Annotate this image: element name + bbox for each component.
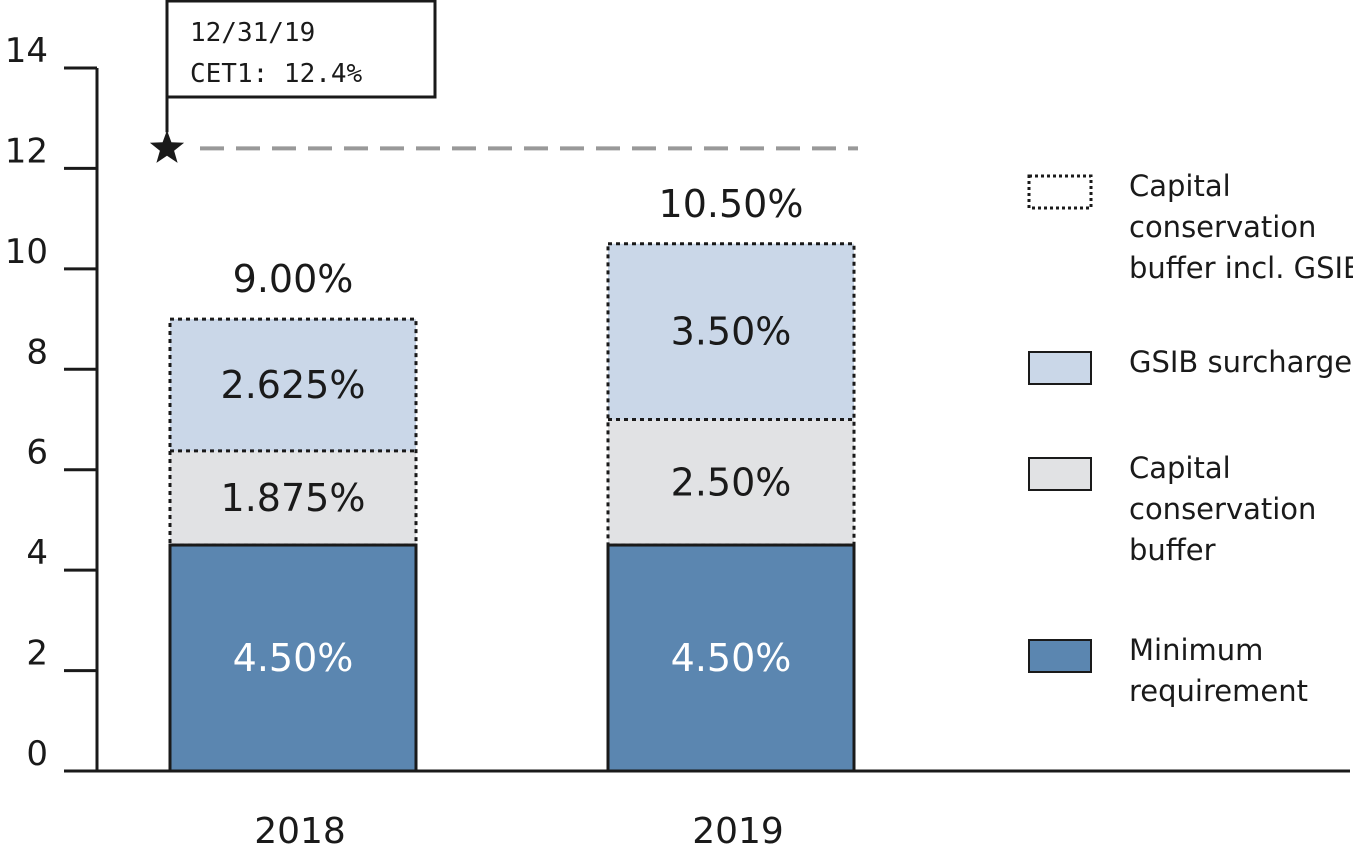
y-tick-label: 6 <box>26 433 48 473</box>
legend-label: GSIB surcharge <box>1129 345 1352 379</box>
bar-segment <box>170 319 416 451</box>
bar-segment <box>608 419 854 546</box>
bar-segment <box>608 545 854 771</box>
segment-value-label: 4.50% <box>671 636 792 680</box>
y-tick-label: 0 <box>26 734 48 774</box>
segment-value-label: 1.875% <box>221 476 366 520</box>
segment-value-label: 3.50% <box>671 310 792 354</box>
legend-label: Capital <box>1129 169 1231 203</box>
cet1-star-icon <box>149 130 185 163</box>
legend-label: buffer incl. GSIB <box>1129 251 1353 285</box>
legend-label: Capital <box>1129 451 1231 485</box>
legend-swatch <box>1028 639 1092 673</box>
y-tick-label: 12 <box>5 131 48 171</box>
callout-text: 12/31/19 <box>190 18 315 48</box>
segment-value-label: 4.50% <box>233 636 354 680</box>
y-tick-label: 14 <box>5 31 48 71</box>
axes-layer: 0 2 4 6 8 10 12 14 <box>5 31 1350 774</box>
segment-value-label: 2.625% <box>221 363 366 407</box>
legend-label: Minimum <box>1129 633 1263 667</box>
legend-label: requirement <box>1129 674 1308 708</box>
legend: Capital conservation buffer incl. GSIB GSIB… <box>1027 169 1353 708</box>
bar-segment <box>608 243 854 420</box>
y-tick-label: 2 <box>26 634 48 674</box>
legend-swatch <box>1027 174 1093 210</box>
legend-label: buffer <box>1129 533 1216 567</box>
bar-segment <box>170 545 416 771</box>
labels-layer: 4.50% 1.875% 2.625% 9.00% 2018 4.50% 2.50% 3.50… <box>221 182 804 852</box>
bar-segment <box>170 450 416 546</box>
legend-swatch <box>1028 457 1092 491</box>
segment-value-label: 2.50% <box>671 460 792 504</box>
y-tick-label: 10 <box>5 232 48 272</box>
bar-total-label: 9.00% <box>233 257 354 301</box>
legend-label: conservation <box>1129 492 1316 526</box>
bar-total-label: 10.50% <box>659 182 804 226</box>
legend-label: conservation <box>1129 210 1316 244</box>
y-tick-label: 8 <box>26 332 48 372</box>
callout-box <box>165 0 437 99</box>
x-category-label: 2019 <box>692 811 784 852</box>
buffer-dotted-outline <box>168 317 418 547</box>
legend-swatch <box>1028 351 1092 385</box>
buffer-dotted-outline <box>606 242 856 547</box>
y-tick-label: 4 <box>26 533 48 573</box>
callout-text: CET1: 12.4% <box>190 59 363 89</box>
annotation-layer: 12/31/19 CET1: 12.4% <box>149 0 437 163</box>
x-category-label: 2018 <box>254 811 346 852</box>
